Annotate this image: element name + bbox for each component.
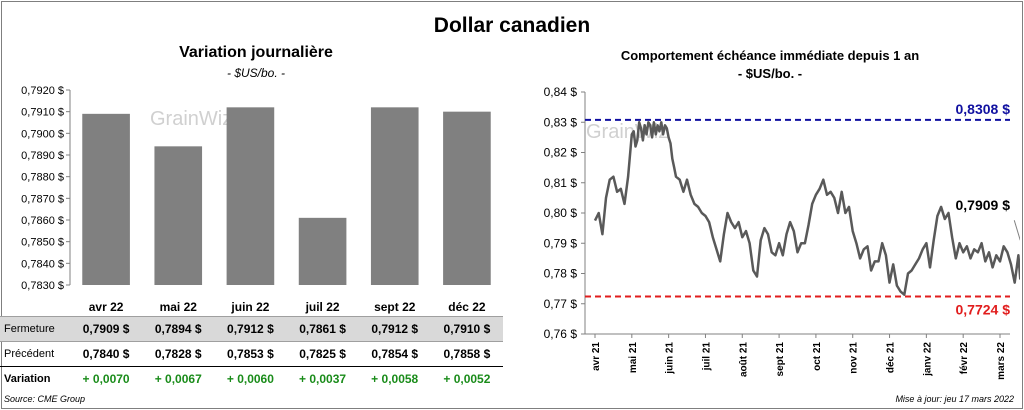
x-tick-label: mars 22 bbox=[996, 342, 1007, 380]
bar bbox=[82, 113, 130, 285]
y-tick-label: 0,81 $ bbox=[544, 176, 578, 190]
page-title: Dollar canadien bbox=[433, 14, 591, 37]
table-cell: 0,7854 $ bbox=[358, 341, 431, 367]
bar bbox=[370, 107, 419, 285]
table-cell: 0,7858 $ bbox=[430, 341, 503, 367]
line-chart-title: Comportement échéance immédiate depuis 1… bbox=[620, 48, 920, 63]
y-tick-label: 0,82 $ bbox=[544, 146, 578, 160]
y-tick-label: 0,7890 $ bbox=[21, 150, 64, 162]
y-tick-label: 0,7920 $ bbox=[21, 85, 64, 97]
x-tick-label: avr 21 bbox=[591, 342, 602, 371]
x-tick-label: avr 22 bbox=[89, 300, 124, 314]
table-cell: + 0,0052 bbox=[443, 372, 491, 386]
table-cell: 0,7828 $ bbox=[142, 341, 215, 367]
y-tick-label: 0,78 $ bbox=[544, 267, 578, 281]
y-tick-label: 0,83 $ bbox=[544, 115, 578, 129]
y-tick-label: 0,84 $ bbox=[544, 85, 578, 99]
reference-label: 0,7724 $ bbox=[956, 301, 1011, 317]
y-tick-label: 0,77 $ bbox=[544, 297, 578, 311]
y-tick-label: 0,76 $ bbox=[544, 327, 578, 341]
source-note: Source: CME Group bbox=[4, 394, 86, 404]
y-tick-label: 0,7850 $ bbox=[21, 237, 64, 249]
y-tick-label: 0,7870 $ bbox=[21, 193, 64, 205]
update-note: Mise à jour: jeu 17 mars 2022 bbox=[895, 394, 1014, 404]
y-tick-label: 0,79 $ bbox=[544, 236, 578, 250]
table-row-variation: Variation + 0,0070 + 0,0067 + 0,0060 + 0… bbox=[0, 367, 503, 392]
watermark: GrainWiz bbox=[150, 108, 232, 130]
reference-label: 0,8308 $ bbox=[956, 101, 1011, 117]
marker-leader bbox=[1013, 220, 1020, 241]
y-tick-label: 0,7880 $ bbox=[21, 172, 64, 184]
bar bbox=[154, 146, 203, 285]
x-tick-label: mai 21 bbox=[628, 342, 639, 374]
bar-chart-subtitle: - $US/bo. - bbox=[226, 66, 286, 80]
x-tick-label: sept 21 bbox=[775, 342, 786, 377]
x-tick-label: juin 22 bbox=[230, 300, 269, 314]
x-tick-label: déc 21 bbox=[886, 342, 897, 374]
y-tick-label: 0,7910 $ bbox=[21, 107, 64, 119]
y-tick-label: 0,7860 $ bbox=[21, 215, 64, 227]
y-tick-label: 0,80 $ bbox=[544, 206, 578, 220]
row-label: Précédent bbox=[0, 341, 70, 367]
table-cell: 0,7912 $ bbox=[358, 316, 431, 342]
bar bbox=[298, 217, 347, 285]
bar-chart: GrainWiz 0,7830 $ 0,7840 $ 0,7850 $ 0,7860 $… bbox=[21, 85, 491, 314]
table-cell: + 0,0060 bbox=[226, 372, 274, 386]
x-tick-label: oct 21 bbox=[812, 342, 823, 371]
y-tick-label: 0,7830 $ bbox=[21, 280, 64, 292]
bar bbox=[226, 107, 275, 285]
last-value-label: 0,7909 $ bbox=[956, 197, 1011, 213]
table-cell: + 0,0070 bbox=[82, 372, 130, 386]
table-row-precedent: Précédent 0,7840 $ 0,7828 $ 0,7853 $ 0,7… bbox=[0, 341, 503, 367]
x-tick-label: févr 22 bbox=[959, 342, 970, 375]
y-tick-label: 0,7840 $ bbox=[21, 258, 64, 270]
x-tick-label: nov 21 bbox=[849, 342, 860, 374]
x-tick-label: juil 21 bbox=[701, 342, 712, 372]
table-cell: + 0,0037 bbox=[299, 372, 347, 386]
table-cell: 0,7840 $ bbox=[70, 341, 143, 367]
y-tick-label: 0,7900 $ bbox=[21, 128, 64, 140]
row-label: Variation bbox=[4, 373, 51, 385]
x-tick-label: juin 21 bbox=[665, 342, 676, 375]
x-tick-label: août 21 bbox=[738, 342, 749, 377]
table-cell: 0,7825 $ bbox=[286, 341, 359, 367]
table-cell: 0,7910 $ bbox=[430, 316, 503, 342]
x-tick-label: sept 22 bbox=[374, 300, 416, 314]
series-line bbox=[593, 121, 1020, 296]
bar-chart-title: Variation journalière bbox=[179, 44, 333, 61]
table-row-fermeture: Fermeture 0,7909 $ 0,7894 $ 0,7912 $ 0,7… bbox=[0, 316, 503, 342]
table-cell: + 0,0058 bbox=[371, 372, 419, 386]
table-cell: 0,7894 $ bbox=[142, 316, 215, 342]
line-chart-subtitle: - $US/bo. - bbox=[737, 66, 803, 81]
x-tick-label: juil 22 bbox=[305, 300, 340, 314]
table-cell: 0,7912 $ bbox=[214, 316, 287, 342]
bar bbox=[443, 111, 491, 286]
x-tick-label: déc 22 bbox=[448, 300, 486, 314]
price-table: Fermeture 0,7909 $ 0,7894 $ 0,7912 $ 0,7… bbox=[0, 316, 503, 391]
table-cell: + 0,0067 bbox=[154, 372, 202, 386]
table-cell: 0,7909 $ bbox=[70, 316, 143, 342]
x-tick-label: janv 22 bbox=[922, 342, 933, 377]
row-label: Fermeture bbox=[0, 316, 70, 342]
table-cell: 0,7853 $ bbox=[214, 341, 287, 367]
table-cell: 0,7861 $ bbox=[286, 316, 359, 342]
x-tick-label: mai 22 bbox=[160, 300, 198, 314]
